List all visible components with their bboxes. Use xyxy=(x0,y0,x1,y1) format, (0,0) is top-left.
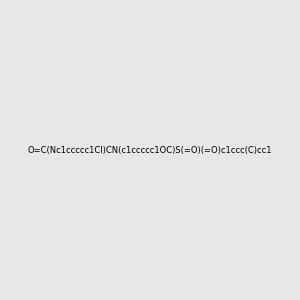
Text: O=C(Nc1ccccc1Cl)CN(c1ccccc1OC)S(=O)(=O)c1ccc(C)cc1: O=C(Nc1ccccc1Cl)CN(c1ccccc1OC)S(=O)(=O)c… xyxy=(28,146,272,154)
